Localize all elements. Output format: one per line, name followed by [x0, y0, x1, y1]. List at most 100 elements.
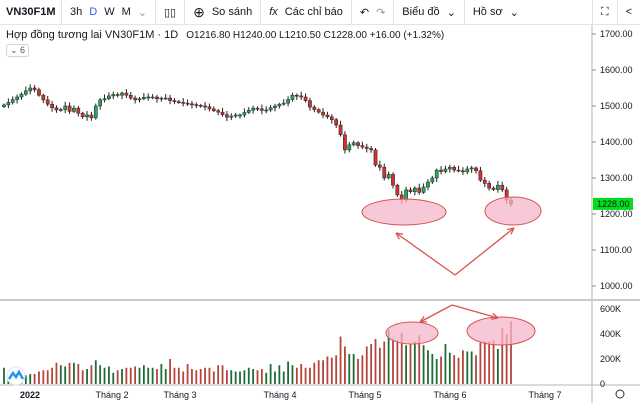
fx-icon: fx: [269, 6, 278, 18]
indicators-button[interactable]: fx Các chỉ báo: [261, 0, 352, 24]
chevron-down-icon[interactable]: ⌄: [137, 6, 147, 19]
volume-bar: [134, 366, 137, 384]
interval-w[interactable]: W: [104, 6, 115, 18]
interval-m[interactable]: M: [121, 6, 131, 18]
candle: [45, 95, 50, 107]
annotation-arrow[interactable]: [419, 304, 453, 323]
compare-button[interactable]: ⊕ So sánh: [185, 0, 262, 24]
candle: [220, 107, 225, 117]
candle: [19, 92, 24, 100]
legend-ohlc: O1216.80 H1240.00 L1210.50 C1228.00 +16.…: [186, 29, 445, 41]
volume-bar: [55, 362, 58, 384]
annotation-arrow[interactable]: [395, 232, 456, 276]
volume-bar: [483, 341, 486, 384]
annotations[interactable]: [361, 196, 542, 346]
fullscreen-button[interactable]: ⛶: [591, 0, 618, 24]
candle: [491, 186, 496, 191]
volume-bar: [256, 370, 259, 384]
share-button[interactable]: <: [618, 0, 640, 24]
annotation-arrow[interactable]: [454, 227, 515, 276]
interval-d[interactable]: D: [89, 6, 98, 18]
volume-label: 400K: [600, 329, 621, 339]
candle: [150, 94, 155, 100]
volume-bar: [488, 341, 491, 384]
volume-bar: [51, 367, 53, 384]
candle: [373, 148, 378, 167]
volume-bar: [24, 375, 27, 384]
candle: [417, 183, 422, 195]
volume-bar: [247, 367, 250, 384]
settings-gear-icon[interactable]: [615, 389, 625, 399]
volume-bar: [204, 367, 206, 384]
candle: [233, 112, 238, 118]
annotation-ellipse[interactable]: [466, 316, 536, 346]
candle: [28, 84, 33, 95]
candle: [251, 105, 255, 114]
candle: [128, 91, 133, 100]
candle: [386, 171, 391, 180]
profile-label: Hồ sơ: [472, 6, 503, 18]
interval-3h[interactable]: 3h: [70, 6, 83, 18]
volume-bar: [182, 371, 185, 384]
volume-bar: [344, 346, 346, 384]
candle: [343, 131, 347, 154]
volume-bar: [151, 367, 154, 384]
volume-label: 600K: [600, 304, 621, 314]
volume-bar: [260, 369, 263, 384]
candle: [41, 93, 46, 104]
candle: [496, 180, 500, 193]
time-label: Tháng 7: [528, 390, 561, 400]
volume-bar: [125, 367, 128, 384]
chevron-down-icon: ⌄: [446, 6, 456, 19]
candle: [500, 181, 505, 193]
candle-type-button[interactable]: ▯▯: [156, 0, 186, 24]
candle: [194, 102, 199, 109]
volume-bar: [462, 350, 464, 384]
volume-bar: [269, 364, 272, 384]
volume-bar: [156, 369, 158, 384]
candle: [238, 113, 242, 119]
redo-icon[interactable]: ↷: [376, 6, 386, 19]
volume-bar: [405, 345, 408, 384]
volume-bar: [448, 352, 451, 384]
annotation-ellipse[interactable]: [484, 196, 542, 226]
candle: [185, 99, 190, 106]
volume-bar: [212, 371, 215, 384]
volume-bar: [413, 341, 416, 384]
candle: [487, 180, 491, 191]
candle: [391, 172, 395, 189]
time-label: 2022: [20, 390, 40, 400]
volume-bar: [33, 374, 36, 384]
volume-bar: [64, 366, 67, 384]
volume-bar: [322, 360, 324, 384]
candle: [412, 186, 417, 196]
candle: [142, 93, 146, 101]
annotation-ellipse[interactable]: [385, 321, 439, 345]
volume-bar: [418, 335, 421, 384]
candle: [172, 98, 177, 105]
profile-menu[interactable]: Hồ sơ ⌄: [465, 0, 527, 24]
volume-bar: [492, 340, 495, 384]
candle: [273, 103, 277, 112]
annotation-arrow[interactable]: [451, 304, 499, 319]
candle: [465, 166, 470, 175]
volume-bar: [357, 359, 359, 384]
candle: [58, 107, 63, 112]
price-label: 1600.00: [600, 65, 633, 75]
candle: [286, 96, 290, 107]
undo-icon[interactable]: ↶: [359, 6, 370, 19]
candle: [443, 165, 448, 174]
volume-bar: [59, 365, 62, 384]
annotation-ellipse[interactable]: [361, 198, 447, 226]
volume-bar: [46, 370, 49, 384]
candle: [225, 111, 229, 122]
volume-bar: [191, 369, 193, 384]
volume-label: 0: [600, 379, 605, 389]
candle: [325, 111, 330, 119]
volume-bar: [370, 344, 373, 384]
indicator-collapse-button[interactable]: ⌄ 6: [6, 44, 30, 57]
symbol-button[interactable]: VN30F1M: [0, 0, 62, 24]
chart-type-menu[interactable]: Biểu đồ ⌄: [394, 0, 465, 24]
volume-bar: [326, 356, 329, 384]
